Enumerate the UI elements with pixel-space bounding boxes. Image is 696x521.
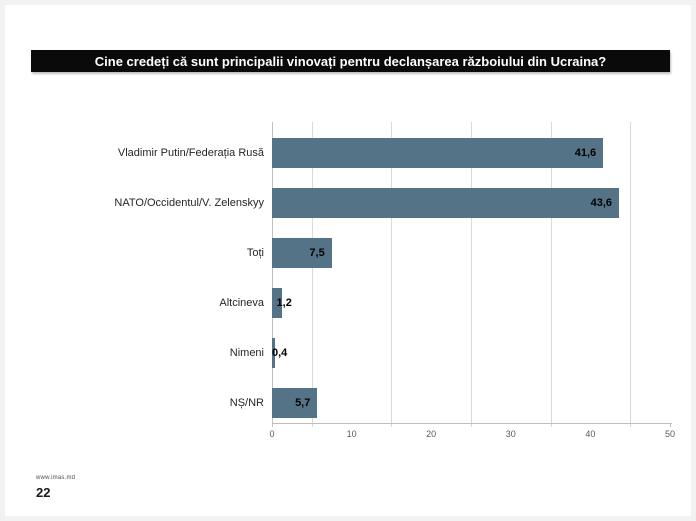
value-label: 5,7 xyxy=(295,397,311,409)
x-tick-label: 30 xyxy=(505,429,516,439)
bar xyxy=(272,288,282,318)
category-label: Toți xyxy=(246,247,264,259)
x-tick-label: 10 xyxy=(346,429,357,439)
bar xyxy=(272,338,276,368)
x-tick-label: 40 xyxy=(585,429,596,439)
bar xyxy=(272,388,318,418)
axis-end-tick xyxy=(272,423,273,427)
x-axis-line xyxy=(272,423,672,424)
category-label: Altcineva xyxy=(219,297,264,309)
bar xyxy=(272,138,604,168)
category-label: NATO/Occidentul/V. Zelenskyy xyxy=(114,197,264,209)
category-label: Vladimir Putin/Federația Rusă xyxy=(117,147,264,159)
gridline xyxy=(471,122,472,427)
value-label: 41,6 xyxy=(574,147,597,159)
chart-title: Cine credeți că sunt principalii vinovaț… xyxy=(94,53,607,69)
footer-website: www.imas.md xyxy=(36,475,76,481)
chart-title-bar: Cine credeți că sunt principalii vinovaț… xyxy=(31,50,670,72)
bar xyxy=(272,188,620,218)
bar xyxy=(272,238,332,268)
x-tick-label: 0 xyxy=(269,429,275,439)
page-number: 22 xyxy=(36,485,51,500)
value-label: 7,5 xyxy=(309,247,325,259)
x-tick-label: 20 xyxy=(426,429,437,439)
value-label: 0,4 xyxy=(272,347,288,359)
x-tick-label: 50 xyxy=(664,429,676,439)
value-label: 43,6 xyxy=(590,197,613,209)
y-axis-line xyxy=(272,122,273,423)
gridline xyxy=(311,122,313,427)
gridline xyxy=(550,122,552,427)
axis-end-tick xyxy=(670,423,671,427)
category-label: NȘ/NR xyxy=(229,397,264,409)
gridline xyxy=(391,122,393,427)
gridline xyxy=(630,122,632,427)
category-label: Nimeni xyxy=(229,347,264,359)
value-label: 1,2 xyxy=(276,297,292,309)
